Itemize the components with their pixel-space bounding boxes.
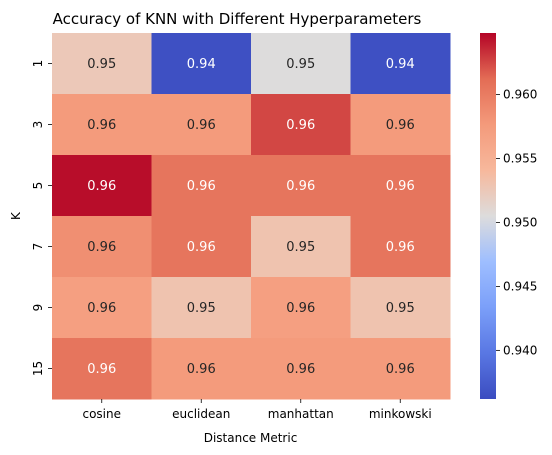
heatmap-cell — [251, 277, 351, 339]
cell-value-label: 0.96 — [87, 362, 116, 377]
heatmap-cell — [350, 216, 451, 278]
colorbar-tick-label: 0.945 — [503, 279, 537, 293]
cell-value-label: 0.94 — [386, 57, 415, 72]
y-tick-label: 3 — [31, 121, 45, 129]
heatmap-cell — [350, 33, 451, 95]
heatmap-cell-labels: 0.95 0.94 0.95 0.94 0.96 0.96 0.96 0.96 0.96 0.96… — [87, 57, 414, 377]
cell-value-label: 0.96 — [386, 118, 415, 133]
cell-value-label: 0.96 — [286, 179, 315, 194]
heatmap-cell — [251, 33, 351, 95]
cell-value-label: 0.94 — [187, 57, 216, 72]
heatmap-cell — [251, 216, 351, 278]
heatmap-cell — [52, 33, 152, 95]
cell-value-label: 0.95 — [386, 301, 415, 316]
heatmap-cell — [52, 277, 152, 339]
heatmap-cell — [52, 338, 152, 400]
heatmap-cell — [350, 338, 451, 400]
colorbar-tick-label: 0.940 — [503, 343, 537, 357]
cell-value-label: 0.96 — [286, 118, 315, 133]
x-axis-ticks: cosine euclidean manhattan minkowski — [82, 399, 432, 421]
colorbar — [480, 33, 496, 399]
colorbar-ticks: 0.940 0.945 0.950 0.955 0.960 — [496, 87, 537, 357]
y-axis-label: K — [9, 211, 23, 220]
colorbar-tick-label: 0.950 — [503, 215, 537, 229]
heatmap-cell — [52, 216, 152, 278]
heatmap-cell — [151, 33, 252, 95]
y-axis-ticks: 1 3 5 7 9 15 — [31, 60, 52, 376]
heatmap-cell — [251, 155, 351, 217]
cell-value-label: 0.96 — [286, 301, 315, 316]
cell-value-label: 0.96 — [286, 362, 315, 377]
cell-value-label: 0.95 — [286, 240, 315, 255]
heatmap-cell — [151, 94, 252, 156]
cell-value-label: 0.96 — [386, 179, 415, 194]
heatmap-cell — [350, 277, 451, 339]
colorbar-tick-label: 0.955 — [503, 151, 537, 165]
cell-value-label: 0.95 — [187, 301, 216, 316]
heatmap-cell — [251, 338, 351, 400]
x-tick-label: cosine — [82, 407, 121, 421]
y-tick-label: 15 — [31, 361, 45, 376]
heatmap-cell — [151, 216, 252, 278]
cell-value-label: 0.96 — [187, 240, 216, 255]
cell-value-label: 0.96 — [187, 362, 216, 377]
y-tick-label: 7 — [31, 243, 45, 251]
cell-value-label: 0.96 — [187, 179, 216, 194]
heatmap-cell — [151, 338, 252, 400]
heatmap-cell — [52, 94, 152, 156]
y-tick-label: 9 — [31, 304, 45, 312]
heatmap-cell — [151, 277, 252, 339]
x-axis-label: Distance Metric — [204, 431, 298, 445]
heatmap-cell — [350, 155, 451, 217]
y-tick-label: 1 — [31, 60, 45, 68]
heatmap-cell — [52, 155, 152, 217]
heatmap-cell — [251, 94, 351, 156]
heatmap-cell — [151, 155, 252, 217]
heatmap-cells — [52, 33, 451, 400]
cell-value-label: 0.96 — [187, 118, 216, 133]
cell-value-label: 0.96 — [87, 240, 116, 255]
cell-value-label: 0.96 — [386, 240, 415, 255]
x-tick-label: manhattan — [268, 407, 334, 421]
cell-value-label: 0.96 — [87, 179, 116, 194]
chart-title: Accuracy of KNN with Different Hyperpara… — [53, 10, 422, 28]
cell-value-label: 0.96 — [386, 362, 415, 377]
y-tick-label: 5 — [31, 182, 45, 190]
cell-value-label: 0.95 — [87, 57, 116, 72]
heatmap-cell — [350, 94, 451, 156]
colorbar-tick-label: 0.960 — [503, 87, 537, 101]
cell-value-label: 0.96 — [87, 301, 116, 316]
cell-value-label: 0.96 — [87, 118, 116, 133]
x-tick-label: euclidean — [172, 407, 230, 421]
x-tick-label: minkowski — [369, 407, 432, 421]
cell-value-label: 0.95 — [286, 57, 315, 72]
